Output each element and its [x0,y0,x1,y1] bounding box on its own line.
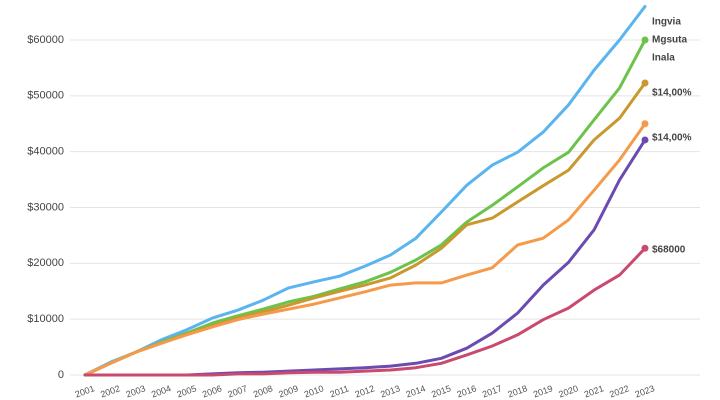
end-dot [641,244,649,252]
x-tick-label: 2002 [99,383,121,399]
end-dot [641,136,649,144]
x-tick-label: 2015 [430,383,452,399]
series-label: $14,00% [652,133,692,144]
x-tick-label: 2021 [583,383,605,399]
x-tick-label: 2019 [532,383,554,399]
y-tick-label: $40000 [27,146,64,158]
x-tick-label: 2007 [226,383,248,399]
y-tick-label: $20000 [27,257,64,269]
series-label: $68000 [652,245,686,256]
series-label: Ingvia [652,17,681,28]
grid [70,39,700,376]
series-line [83,122,647,377]
x-tick-label: 2012 [354,383,376,399]
x-tick-label: 2009 [277,383,299,399]
x-tick-label: 2016 [455,383,477,399]
x-tick-label: 2014 [405,383,427,399]
end-dot [641,36,649,44]
y-tick-label: $30000 [27,201,64,213]
series-line [83,246,647,377]
x-tick-label: 2001 [74,383,96,399]
y-tick-label: $10000 [27,313,64,325]
series-line [83,81,647,377]
x-tick-label: 2004 [150,383,172,399]
end-dot [641,120,649,128]
end-dot [641,79,649,87]
y-tick-label: 0 [58,369,64,381]
series-label: Inala [652,53,675,64]
x-tick-label: 2003 [125,383,147,399]
x-tick-label: 2017 [481,383,503,399]
x-tick-label: 2020 [557,383,579,399]
lines [83,5,649,377]
y-tick-label: $50000 [27,90,64,102]
series-label: Mgsuta [652,35,687,46]
x-tick-label: 2018 [506,383,528,399]
x-tick-label: 2008 [252,383,274,399]
series-label: $14,00% [652,88,692,99]
x-tick-label: 2022 [608,383,630,399]
x-tick-label: 2005 [175,383,197,399]
x-tick-label: 2011 [329,383,351,399]
x-tick-label: 2023 [634,383,656,399]
y-tick-label: $60000 [27,34,64,46]
x-tick-label: 2010 [303,383,325,399]
x-tick-label: 2006 [201,383,223,399]
series-line [83,5,647,377]
x-tick-label: 2013 [379,383,401,399]
